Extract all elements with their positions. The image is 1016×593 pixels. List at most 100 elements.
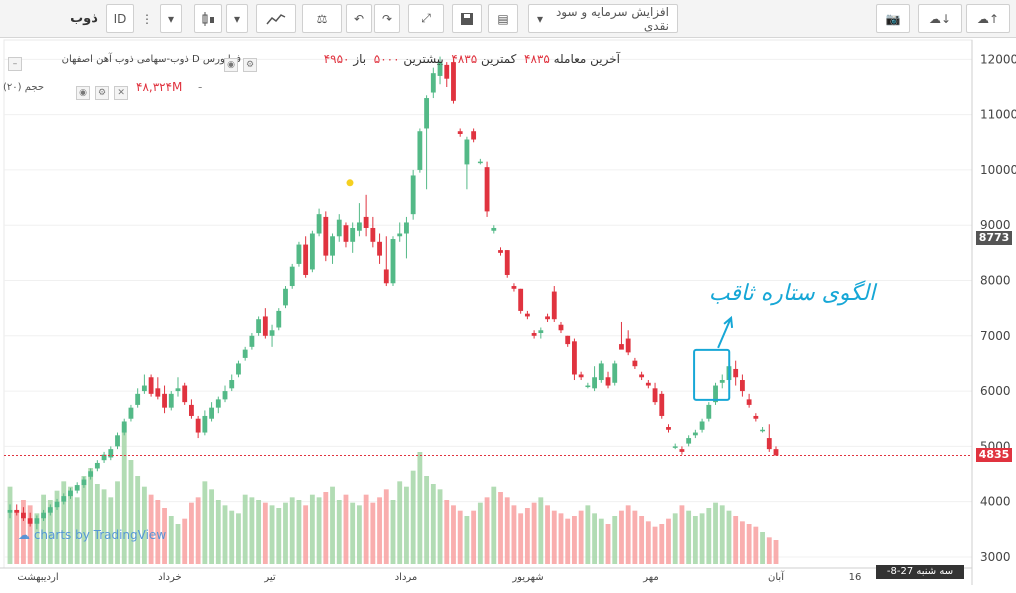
chart-area[interactable]: 3000 4000 5000 6000 7000 8000 9000 10000 11000 12… [0,38,1016,591]
candle-body [451,62,456,101]
candle-body [444,64,450,79]
volume-bar [719,505,725,564]
candle-body [249,335,255,347]
close-icon[interactable]: ✕ [114,85,129,100]
chart-style-dropdown-icon[interactable]: ▾ [226,4,248,33]
candle-body [498,250,503,253]
candle-body [404,222,409,234]
volume-bar [679,505,685,564]
volume-bar [706,508,712,564]
redo-icon[interactable]: ↷ [374,4,400,33]
eye-icon[interactable]: ◉ [76,85,90,100]
candle-body [538,330,544,334]
volume-bar [229,510,235,564]
symbol-label[interactable]: ذوب [70,11,98,26]
load-icon[interactable]: ▤ [488,4,518,33]
candle-body [746,399,752,405]
volume-bar [155,500,161,564]
chevron-down-icon: ▾ [537,11,544,26]
collapse-legend-icon[interactable]: – [8,53,22,72]
x-tick-label: مرداد [395,572,418,583]
candle-body [135,393,141,405]
gear-icon[interactable]: ⚙ [95,85,110,100]
volume-bar [726,510,732,564]
candle-body [572,341,577,375]
volume-bar [383,489,389,564]
cloud-download-icon[interactable]: ☁↓ [918,4,962,33]
candle-body [175,388,181,392]
candle-body [128,407,134,419]
x-tick-label: آبان [768,570,785,583]
candle-body [195,418,201,433]
candle-style-glyph [202,11,214,26]
compare-icon[interactable]: ⚖ [302,4,342,33]
volume-bar [645,521,651,564]
candle-body [54,501,60,508]
legend-high-value: ۵۰۰۰ [373,52,400,66]
volume-bar [565,518,571,564]
volume-bar [551,510,557,564]
legend-ohlc: آخرین معامله ۴۸۳۵ کمترین ۴۸۳۵ بیشترین ۵۰… [324,52,620,66]
interval-button[interactable]: ID [106,4,134,33]
annotation-arrowhead [723,315,734,329]
candle-body [276,310,282,328]
y-tick-label: 3000 [980,550,1011,564]
candle-body [659,393,665,416]
volume-bar [430,484,436,564]
snapshot-icon[interactable]: 📷 [876,4,910,33]
legend-settings[interactable]: ◉ ⚙ [224,54,258,73]
volume-bar [323,492,329,564]
volume-bar [21,500,26,564]
volume-bar [572,516,577,564]
candle-body [236,363,241,375]
x-tick-label: مهر [642,572,658,583]
candle-body [753,415,759,419]
gear-icon[interactable]: ⚙ [243,57,258,72]
volume-settings[interactable]: ◉ ⚙ ✕ [76,82,129,101]
undo-icon[interactable]: ↶ [346,4,372,33]
volume-bar [625,505,631,564]
legend-open-label: باز [353,52,367,66]
candle-body [34,518,40,524]
volume-bar [477,502,483,564]
volume-bar [330,486,335,564]
volume-bar [498,492,503,564]
volume-bar [652,526,658,564]
candle-body [639,374,645,378]
volume-bar [437,489,443,564]
pattern-highlight-box [693,348,731,401]
volume-label: حجم (۲۰) [2,82,44,93]
volume-bar [713,502,718,564]
volume-bar [760,532,765,564]
volume-bar [350,502,356,564]
tradingview-watermark[interactable]: ☁ charts by TradingView [18,528,167,542]
volume-bar [128,460,134,564]
candle-body [733,368,739,378]
candle-body [612,363,618,383]
volume-bar [377,497,382,564]
eye-icon[interactable]: ◉ [224,57,238,72]
volume-bar [209,489,214,564]
fullscreen-icon[interactable]: ⤢ [408,4,444,33]
last-price-tag: 4835 [976,448,1012,463]
volume-bar [195,497,201,564]
volume-bar [558,513,564,564]
y-tick-label: 4000 [980,495,1011,509]
candle-body [666,427,671,430]
volume-bar [746,524,752,564]
candle-style-icon[interactable] [194,4,222,33]
candle-body [121,421,127,433]
candle-body [706,404,712,419]
volume-bar [451,505,456,564]
volume-bar [269,505,275,564]
plot-background [3,39,973,569]
volume-bar [7,486,13,564]
more-options-icon[interactable]: ⋮ [141,11,153,26]
volume-bar [101,489,107,564]
cloud-upload-icon[interactable]: ☁↑ [966,4,1010,33]
indicators-icon[interactable] [256,4,296,33]
save-icon[interactable] [452,4,482,33]
price-chart[interactable]: 3000400050006000700080009000100001100012… [0,38,1016,585]
corporate-actions-select[interactable]: افزایش سرمایه و سود نقدی ▾ [528,4,678,33]
chevron-down-icon[interactable]: ▾ [160,4,182,33]
